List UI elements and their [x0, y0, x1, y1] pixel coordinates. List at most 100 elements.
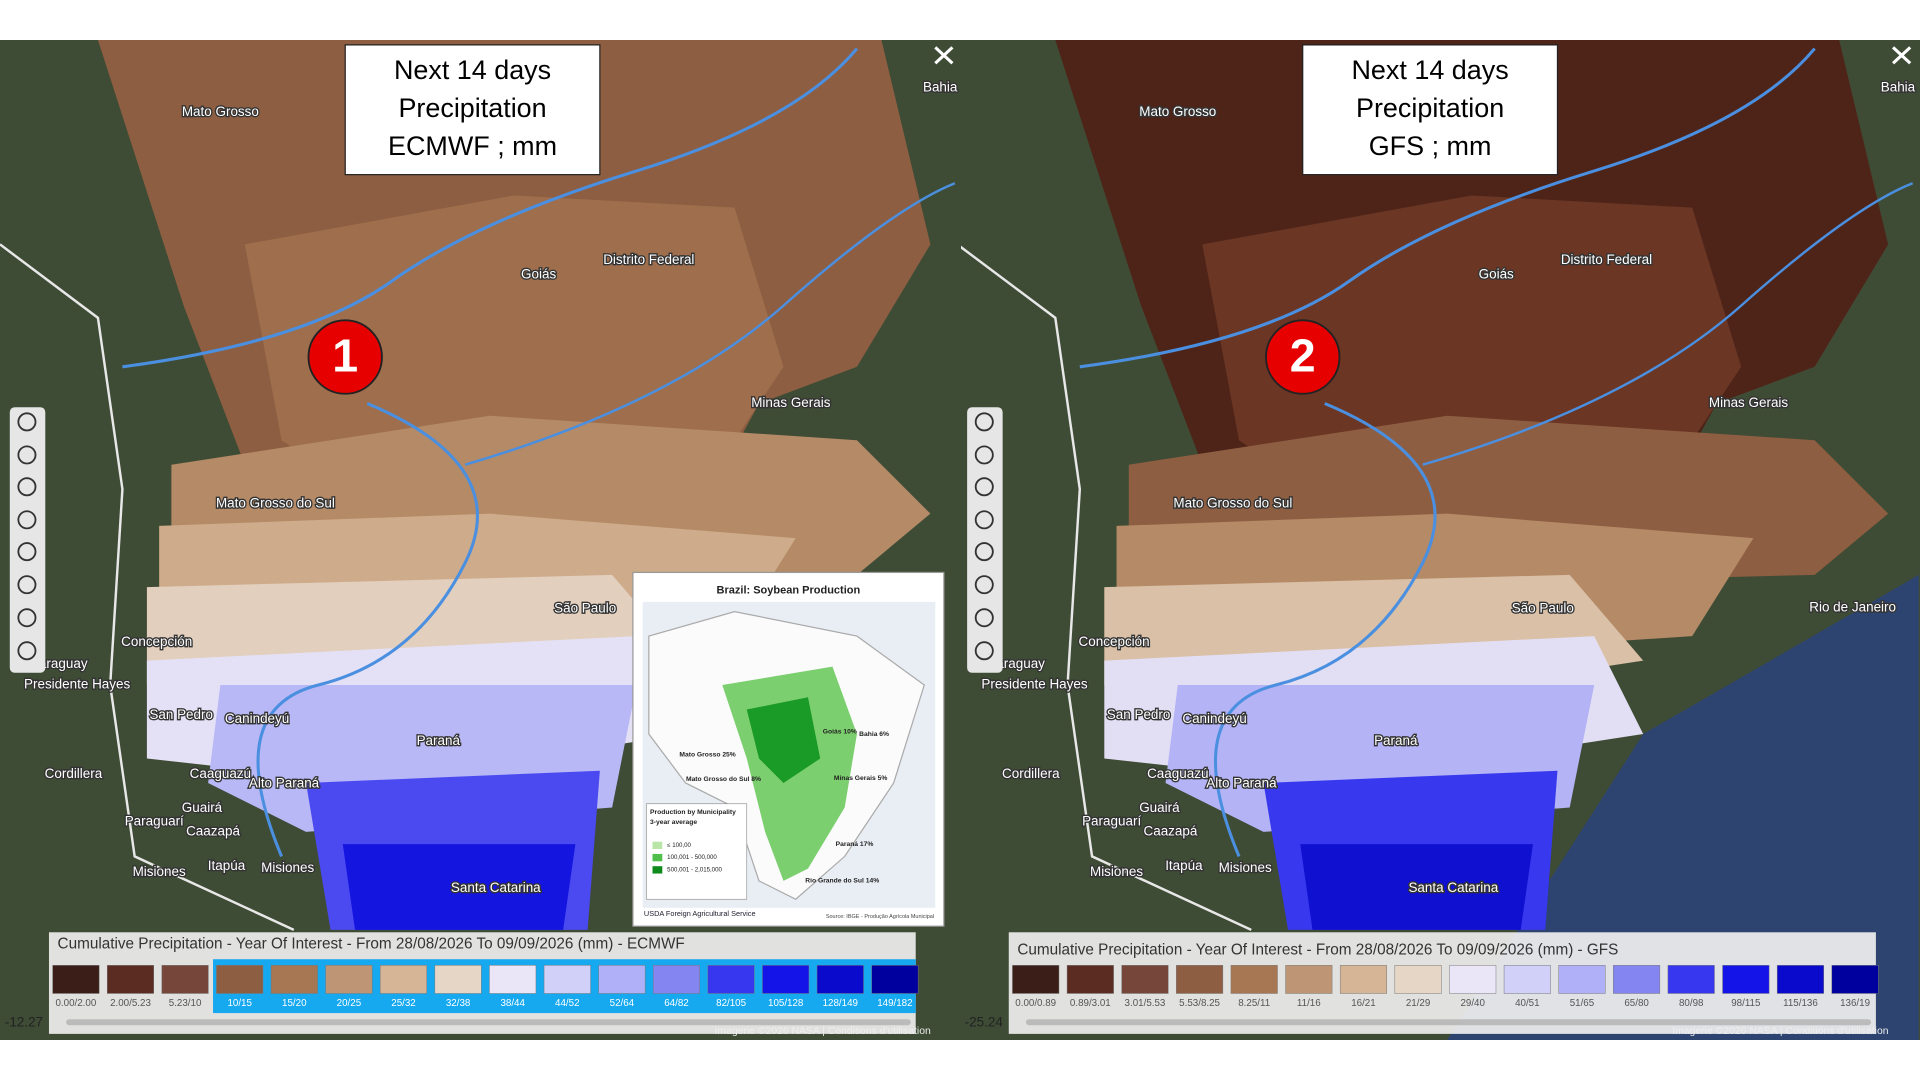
- inset-state: Mato Grosso 25%: [679, 752, 735, 759]
- legend-swatch[interactable]: [871, 965, 919, 994]
- legend-swatch[interactable]: [762, 965, 810, 994]
- tool-button[interactable]: [974, 542, 994, 562]
- inset-state: Paraná 17%: [836, 841, 874, 848]
- legend-title: Cumulative Precipitation - Year Of Inter…: [1017, 942, 1618, 959]
- legend-swatch[interactable]: [52, 965, 100, 994]
- legend-swatch[interactable]: [1558, 965, 1606, 994]
- legend-swatch[interactable]: [1449, 965, 1497, 994]
- legend-label: 5.53/8.25: [1179, 998, 1220, 1009]
- place-label: Itapúa: [208, 858, 246, 873]
- legend-swatch[interactable]: [1339, 965, 1387, 994]
- legend-swatch[interactable]: [1230, 965, 1278, 994]
- legend-swatch[interactable]: [1722, 965, 1770, 994]
- tool-button[interactable]: [17, 445, 37, 465]
- legend-swatch[interactable]: [1012, 965, 1060, 994]
- place-label: Alto Paraná: [1206, 776, 1277, 791]
- legend-swatch[interactable]: [1667, 965, 1715, 994]
- marker-number: 1: [332, 330, 358, 382]
- legend-swatch[interactable]: [707, 965, 755, 994]
- scale-value: -25.24: [965, 1014, 1004, 1029]
- tool-button[interactable]: [974, 641, 994, 661]
- place-label: Guairá: [1139, 800, 1180, 815]
- legend-swatch[interactable]: [816, 965, 864, 994]
- river: [1422, 182, 1914, 466]
- inset-agency: USDA Foreign Agricultural Service: [644, 909, 756, 918]
- legend-swatch[interactable]: [1776, 965, 1824, 994]
- legend-label: 98/115: [1731, 998, 1761, 1009]
- legend-label: 149/182: [877, 998, 912, 1009]
- place-label: Cordillera: [1002, 766, 1060, 781]
- tool-button[interactable]: [17, 477, 37, 497]
- legend-label: 10/15: [227, 998, 252, 1009]
- title-box: [344, 44, 601, 176]
- scrollbar[interactable]: [66, 1019, 911, 1026]
- legend-label: 105/128: [768, 998, 804, 1009]
- legend-label: 38/44: [500, 998, 525, 1009]
- legend-swatch[interactable]: [1503, 965, 1551, 994]
- scrollbar[interactable]: [1025, 1019, 1872, 1026]
- close-button[interactable]: [1892, 46, 1912, 65]
- place-label: Bahia: [923, 79, 958, 94]
- tool-button[interactable]: [17, 641, 37, 661]
- tool-button[interactable]: [974, 575, 994, 595]
- tool-button[interactable]: [974, 477, 994, 497]
- inset-state: Mato Grosso do Sul 8%: [686, 776, 761, 783]
- place-label: Presidente Hayes: [24, 677, 130, 692]
- place-label: Distrito Federal: [603, 252, 694, 267]
- legend-swatch[interactable]: [1066, 965, 1114, 994]
- ocean: [1447, 574, 1919, 1040]
- legend-swatch[interactable]: [1285, 965, 1333, 994]
- legend-label: 80/98: [1679, 998, 1704, 1009]
- inset-legend-swatch: [652, 841, 663, 850]
- legend-swatch[interactable]: [489, 965, 537, 994]
- place-label: Concepción: [121, 634, 192, 649]
- legend-swatch[interactable]: [1394, 965, 1442, 994]
- tool-button[interactable]: [17, 542, 37, 562]
- legend-swatch[interactable]: [1831, 965, 1879, 994]
- tool-button[interactable]: [974, 412, 994, 432]
- scale-value: -12.27: [5, 1014, 43, 1029]
- inset-title: Brazil: Soybean Production: [717, 585, 861, 597]
- place-label: Misiones: [133, 864, 186, 879]
- legend-label: 8.25/11: [1238, 998, 1270, 1009]
- place-label: Mato Grosso: [182, 104, 259, 119]
- legend-swatch[interactable]: [1176, 965, 1224, 994]
- inset-legend-swatch: [652, 853, 663, 862]
- legend-swatch[interactable]: [652, 965, 700, 994]
- inset-legend-title: Production by Municipality: [650, 809, 736, 816]
- place-label: Alto Paraná: [249, 776, 320, 791]
- legend-swatch[interactable]: [379, 965, 428, 994]
- tool-button[interactable]: [17, 608, 37, 628]
- legend-label: 40/51: [1515, 998, 1539, 1009]
- marker-circle: [1265, 319, 1341, 395]
- legend-label: 115/136: [1783, 998, 1818, 1009]
- tool-button[interactable]: [17, 510, 37, 530]
- legend-swatch[interactable]: [434, 965, 482, 994]
- legend-swatch[interactable]: [216, 965, 264, 994]
- tool-button[interactable]: [974, 510, 994, 530]
- legend-swatch[interactable]: [325, 965, 373, 994]
- inset-legend-item: 100,001 - 500,000: [667, 854, 717, 861]
- place-label: Santa Catarina: [451, 880, 541, 895]
- close-button[interactable]: [934, 46, 954, 65]
- legend-label: 0.89/3.01: [1070, 998, 1111, 1009]
- legend-swatch[interactable]: [598, 965, 646, 994]
- place-label: Minas Gerais: [1709, 395, 1789, 410]
- map-panel[interactable]: Mato Grosso Goiás Distrito Federal Minas Ge…: [961, 40, 1920, 1040]
- legend-swatch[interactable]: [1121, 965, 1169, 994]
- tool-button[interactable]: [17, 575, 37, 595]
- legend-swatch[interactable]: [161, 965, 209, 994]
- tool-button[interactable]: [17, 412, 37, 432]
- toolbar: [967, 407, 1003, 673]
- inset-state: Goiás 10%: [823, 728, 857, 735]
- legend-swatch[interactable]: [1613, 965, 1661, 994]
- legend-swatch[interactable]: [543, 965, 591, 994]
- map-panel[interactable]: Mato Grosso Goiás Distrito Federal Minas Ge…: [0, 40, 961, 1040]
- place-label: Presidente Hayes: [981, 677, 1087, 692]
- tool-button[interactable]: [974, 608, 994, 628]
- tool-button[interactable]: [974, 445, 994, 465]
- legend-swatch[interactable]: [270, 965, 318, 994]
- legend-swatch[interactable]: [106, 965, 155, 994]
- place-label: Bahia: [1881, 79, 1916, 94]
- river: [256, 402, 479, 857]
